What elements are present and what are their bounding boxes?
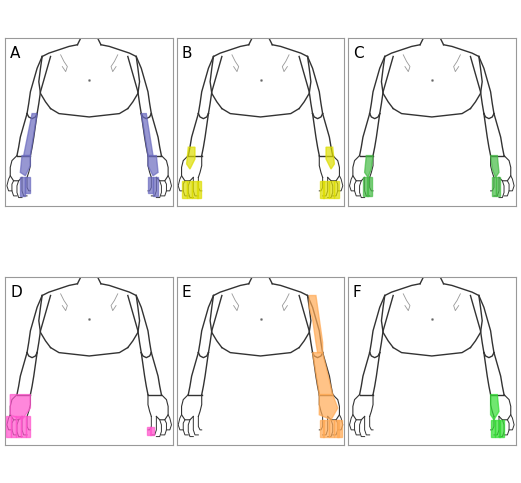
Polygon shape xyxy=(329,181,333,198)
Polygon shape xyxy=(150,426,154,435)
Polygon shape xyxy=(182,181,188,198)
Polygon shape xyxy=(187,147,195,169)
Polygon shape xyxy=(313,353,333,395)
Text: E: E xyxy=(181,285,191,300)
Polygon shape xyxy=(491,395,499,420)
Polygon shape xyxy=(499,420,504,437)
Polygon shape xyxy=(367,177,372,196)
Polygon shape xyxy=(26,177,30,193)
Text: B: B xyxy=(181,46,192,61)
Polygon shape xyxy=(148,177,153,193)
Polygon shape xyxy=(363,177,368,196)
Polygon shape xyxy=(492,177,496,196)
Polygon shape xyxy=(329,420,333,437)
Polygon shape xyxy=(333,181,339,198)
Polygon shape xyxy=(23,114,37,156)
Polygon shape xyxy=(20,156,30,176)
Polygon shape xyxy=(141,114,153,156)
Polygon shape xyxy=(491,420,495,437)
Polygon shape xyxy=(320,181,324,198)
Polygon shape xyxy=(324,420,329,437)
Polygon shape xyxy=(11,416,16,437)
Polygon shape xyxy=(6,416,11,437)
Polygon shape xyxy=(319,395,338,420)
Polygon shape xyxy=(496,177,500,196)
Polygon shape xyxy=(10,395,30,420)
Polygon shape xyxy=(197,181,201,198)
Text: C: C xyxy=(353,46,364,61)
Polygon shape xyxy=(333,420,339,437)
Polygon shape xyxy=(320,420,324,437)
Polygon shape xyxy=(365,156,373,177)
Polygon shape xyxy=(192,181,197,198)
Polygon shape xyxy=(21,416,26,437)
Polygon shape xyxy=(324,181,329,198)
Polygon shape xyxy=(147,426,151,435)
Polygon shape xyxy=(495,420,500,437)
Text: F: F xyxy=(353,285,362,300)
Polygon shape xyxy=(188,181,192,198)
Polygon shape xyxy=(148,156,158,176)
Text: D: D xyxy=(10,285,22,300)
Polygon shape xyxy=(337,420,342,437)
Text: A: A xyxy=(10,46,21,61)
Polygon shape xyxy=(20,177,26,196)
Polygon shape xyxy=(326,147,334,169)
Polygon shape xyxy=(16,416,21,437)
Polygon shape xyxy=(491,156,499,177)
Polygon shape xyxy=(309,296,322,353)
Polygon shape xyxy=(153,177,158,196)
Polygon shape xyxy=(26,416,30,437)
